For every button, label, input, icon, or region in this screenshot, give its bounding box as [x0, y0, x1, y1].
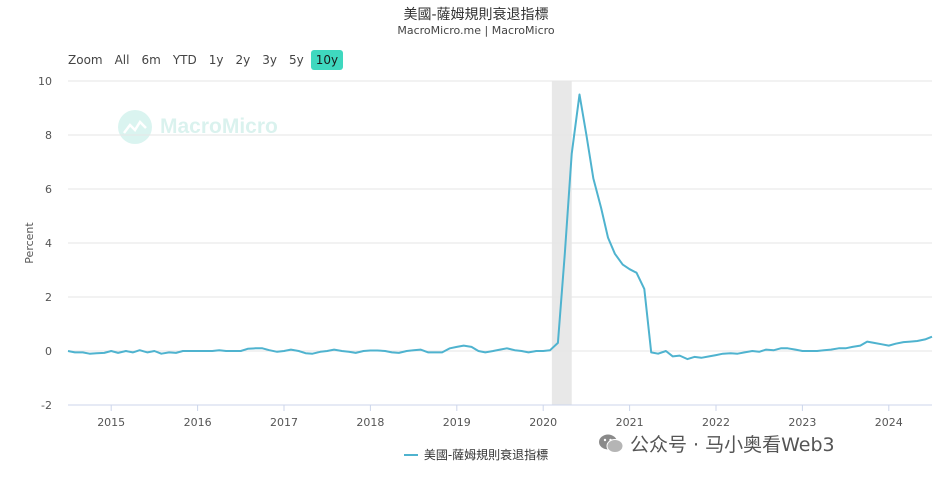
range-button-1y[interactable]: 1y: [208, 53, 224, 67]
x-tick-label: 2023: [788, 416, 816, 429]
y-tick-label: 8: [45, 129, 52, 142]
x-tick-label: 2021: [616, 416, 644, 429]
x-tick-label: 2017: [270, 416, 298, 429]
legend[interactable]: 美國-薩姆規則衰退指標: [0, 446, 952, 463]
wechat-text: 公众号 · 马小奥看Web3: [630, 434, 835, 456]
wechat-icon: [599, 434, 624, 453]
range-button-6m[interactable]: 6m: [141, 53, 161, 67]
y-tick-label: 10: [38, 75, 52, 88]
x-tick-label: 2018: [356, 416, 384, 429]
x-tick-label: 2024: [875, 416, 903, 429]
y-axis-label: Percent: [23, 222, 36, 264]
y-tick-label: 4: [45, 237, 52, 250]
y-tick-label: 0: [45, 345, 52, 358]
x-tick-label: 2020: [529, 416, 557, 429]
legend-swatch: [403, 453, 418, 456]
x-tick-label: 2019: [443, 416, 471, 429]
x-tick-label: 2015: [97, 416, 125, 429]
range-button-2y[interactable]: 2y: [235, 53, 251, 67]
chart-subtitle: MacroMicro.me | MacroMicro: [397, 24, 555, 37]
range-button-5y[interactable]: 5y: [288, 53, 304, 67]
range-button-3y[interactable]: 3y: [262, 53, 277, 67]
x-tick-label: 2016: [184, 416, 212, 429]
legend-label: 美國-薩姆規則衰退指標: [423, 448, 549, 462]
macromicro-logo-icon: [118, 110, 152, 144]
range-button-10y[interactable]: 10y: [310, 50, 344, 70]
macromicro-watermark: MacroMicro: [118, 110, 278, 144]
range-button-all[interactable]: All: [114, 53, 130, 67]
range-button-ytd[interactable]: YTD: [172, 53, 197, 67]
x-tick-label: 2022: [702, 416, 730, 429]
range-button-zoom[interactable]: Zoom: [68, 53, 103, 67]
range-selector: Zoom All 6m YTD 1y 2y 3y 5y 10y: [63, 50, 344, 70]
wechat-watermark: 公众号 · 马小奥看Web3: [598, 430, 835, 457]
watermark-text: MacroMicro: [160, 115, 278, 138]
series-line[interactable]: [67, 93, 933, 361]
y-tick-label: 2: [45, 291, 52, 304]
y-tick-label: 6: [45, 183, 52, 196]
chart-title: 美國-薩姆規則衰退指標: [403, 7, 549, 23]
y-tick-label: -2: [41, 399, 52, 412]
